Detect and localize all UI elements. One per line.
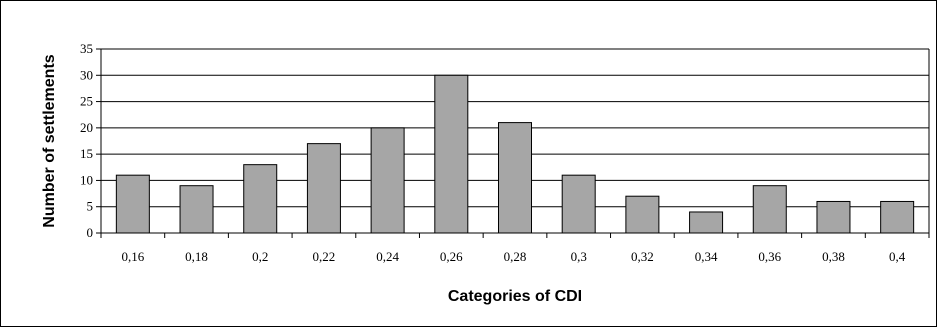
bar-0,18	[179, 185, 214, 234]
x-axis-title: Categories of CDI	[448, 288, 582, 305]
bar-0,34	[689, 211, 724, 234]
x-tick-label: 0,2	[252, 249, 268, 264]
bar-0,24	[370, 127, 405, 234]
bar-0,38	[816, 200, 851, 234]
y-tick-label: 35	[80, 41, 93, 56]
x-tick-label: 0,26	[440, 249, 463, 264]
y-tick-label: 25	[80, 94, 93, 109]
axes	[96, 48, 930, 238]
x-tick-label: 0,24	[376, 249, 399, 264]
y-axis-title: Number of settlements	[41, 54, 58, 227]
bar-0,2	[243, 164, 278, 234]
bar-0,22	[306, 143, 341, 234]
y-tick-label: 30	[80, 67, 93, 82]
x-tick-label: 0,38	[822, 249, 845, 264]
x-tick-labels: 0,16 0,18 0,2 0,22 0,24 0,26 0,28 0,3 0,32 0,34 0,…	[121, 249, 905, 264]
x-tick-label: 0,3	[571, 249, 587, 264]
y-tick-label: 5	[87, 199, 94, 214]
y-tick-label: 20	[80, 120, 93, 135]
y-tick-labels: 0 5 10 15 20 25 30 35	[80, 41, 93, 240]
bar-0,3	[561, 174, 596, 234]
x-tick-label: 0,34	[695, 249, 718, 264]
x-tick-label: 0,22	[313, 249, 336, 264]
bar-0,4	[880, 200, 915, 234]
x-tick-label: 0,32	[631, 249, 654, 264]
x-tick-label: 0,4	[889, 249, 906, 264]
y-tick-label: 10	[80, 172, 93, 187]
x-tick-label: 0,28	[504, 249, 527, 264]
x-tick-label: 0,18	[185, 249, 208, 264]
bars	[115, 74, 915, 234]
bar-0,16	[115, 174, 150, 234]
y-tick-label: 15	[80, 146, 93, 161]
bar-0,26	[434, 74, 469, 234]
y-tick-label: 0	[87, 225, 94, 240]
bar-0,36	[752, 185, 787, 234]
bar-0,28	[498, 122, 532, 234]
x-tick-label: 0,36	[758, 249, 781, 264]
bar-0,32	[625, 195, 660, 234]
x-tick-label: 0,16	[121, 249, 144, 264]
